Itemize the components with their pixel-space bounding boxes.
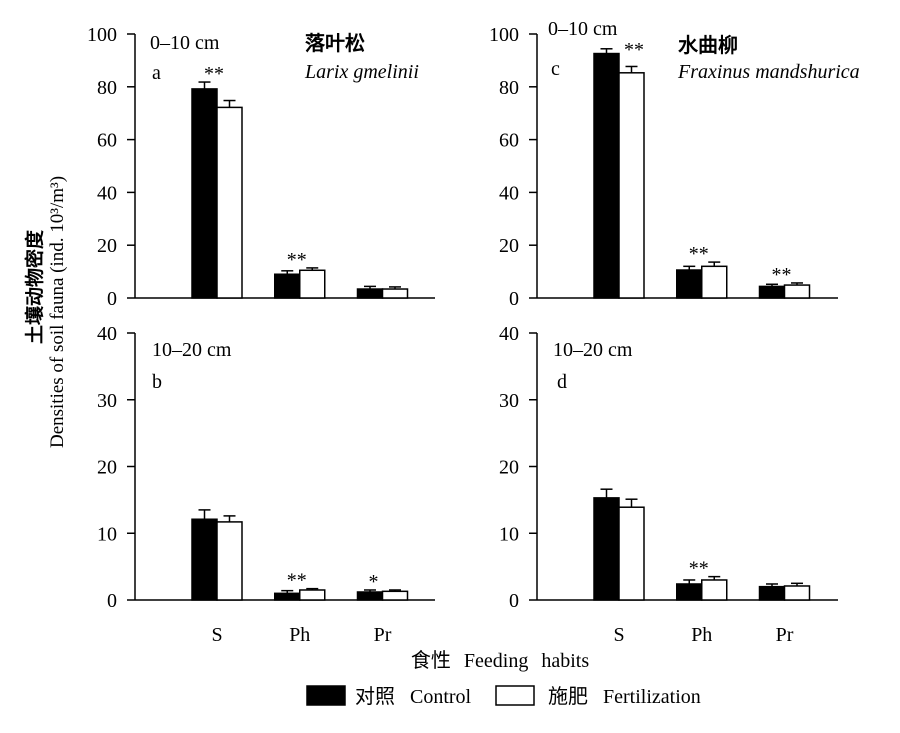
bar-fertilization-Pr [381, 288, 409, 299]
bar-fertilization-Pr [381, 590, 409, 601]
depth-label: 10–20 cm [152, 339, 232, 361]
bar-fertilization-Pr [783, 284, 811, 299]
bar-fertilization-Pr [783, 585, 811, 601]
bar-control-S [191, 88, 218, 299]
y-tick-label: 60 [499, 130, 519, 152]
y-tick-label: 0 [509, 590, 519, 612]
x-tick-label: Pr [776, 624, 794, 646]
significance-mark: ** [689, 243, 709, 265]
depth-label: 0–10 cm [548, 18, 618, 40]
panel-d: 0 10 20 30 40 S ** Ph Pr 10–20 cm d [499, 323, 838, 646]
species-name-latin: Larix gmelinii [304, 61, 419, 83]
panel-letter: a [152, 62, 161, 84]
bar-control-Pr [356, 591, 384, 601]
bar-fertilization-S [216, 521, 243, 601]
bar-control-Pr [758, 585, 786, 601]
significance-mark: ** [689, 558, 709, 580]
bar-control-S [191, 518, 218, 601]
y-tick-label: 20 [97, 235, 117, 257]
y-tick-label: 10 [499, 523, 519, 545]
species-name-cn: 落叶松 [305, 32, 365, 55]
bar-control-Ph [274, 273, 301, 299]
panel-c: 0 20 40 60 80 100 ** ** ** 0–10 cm c 水曲柳 Fraxinus ma… [489, 18, 860, 310]
bar-control-Ph [676, 583, 703, 601]
y-axis-label-cn: 土壤动物密度 [23, 229, 46, 344]
y-tick-label: 40 [97, 323, 117, 345]
y-tick-label: 80 [97, 77, 117, 99]
y-tick-label: 40 [499, 323, 519, 345]
y-tick-label: 0 [107, 288, 117, 310]
panel-letter: c [551, 58, 560, 80]
legend: 对照 Control 施肥 Fertilization [306, 685, 701, 708]
depth-label: 0–10 cm [150, 32, 220, 54]
significance-mark: ** [287, 570, 307, 592]
panel-letter: d [557, 371, 567, 393]
y-tick-label: 100 [489, 24, 519, 46]
x-tick-label: S [211, 624, 222, 646]
bar-fertilization-S [618, 72, 645, 299]
bar-fertilization-S [618, 506, 645, 601]
panel-b: 0 10 20 30 40 S ** Ph * Pr 10–20 cm b [97, 323, 435, 646]
y-tick-label: 30 [97, 390, 117, 412]
x-tick-label: Pr [374, 624, 392, 646]
y-tick-label: 20 [97, 457, 117, 479]
bar-fertilization-S [216, 106, 243, 299]
legend-item-fertilization: 施肥 Fertilization [495, 685, 701, 708]
y-tick-label: 0 [107, 590, 117, 612]
significance-mark: ** [624, 39, 644, 61]
panel-letter: b [152, 371, 162, 393]
y-tick-label: 40 [97, 182, 117, 204]
legend-swatch-fertilization [495, 685, 535, 706]
bar-fertilization-Ph [701, 579, 728, 601]
y-tick-label: 20 [499, 457, 519, 479]
x-axis-label: 食性 Feeding habits [411, 649, 589, 672]
significance-mark: * [369, 571, 379, 593]
x-tick-label: S [613, 624, 624, 646]
bar-fertilization-Ph [299, 269, 326, 299]
y-tick-label: 100 [87, 24, 117, 46]
bar-fertilization-Ph [701, 265, 728, 299]
legend-swatch-control [306, 685, 346, 706]
y-tick-label: 40 [499, 182, 519, 204]
y-tick-label: 0 [509, 288, 519, 310]
bar-control-Ph [274, 592, 301, 601]
depth-label: 10–20 cm [553, 339, 633, 361]
significance-mark: ** [772, 264, 792, 286]
legend-label-control: 对照 Control [355, 685, 472, 708]
legend-item-control: 对照 Control [306, 685, 472, 708]
y-tick-label: 20 [499, 235, 519, 257]
y-axis-label-en: Densities of soil fauna (ind. 10³/m³) [47, 176, 68, 448]
species-name-latin: Fraxinus mandshurica [677, 61, 860, 83]
species-name-cn: 水曲柳 [678, 33, 738, 57]
x-tick-label: Ph [289, 624, 310, 646]
y-tick-label: 10 [97, 523, 117, 545]
significance-mark: ** [204, 63, 224, 85]
significance-mark: ** [287, 249, 307, 271]
y-tick-label: 60 [97, 130, 117, 152]
x-tick-label: Ph [691, 624, 712, 646]
bar-control-S [593, 52, 620, 299]
y-tick-label: 80 [499, 77, 519, 99]
legend-label-fertilization: 施肥 Fertilization [548, 685, 701, 708]
bar-control-Ph [676, 269, 703, 299]
y-tick-label: 30 [499, 390, 519, 412]
bar-control-S [593, 497, 620, 601]
panel-a: 0 20 40 60 80 100 ** ** 0–10 cm a 落叶松 Larix gmelini… [87, 24, 435, 310]
bar-control-Pr [356, 288, 384, 299]
bar-control-Pr [758, 285, 786, 299]
